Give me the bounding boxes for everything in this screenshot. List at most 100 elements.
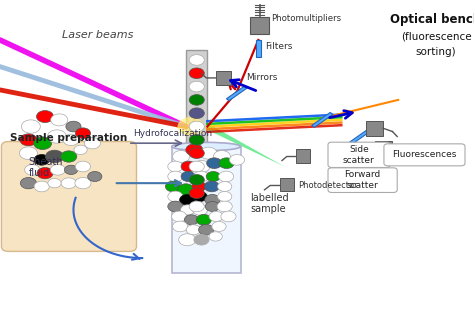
Circle shape (221, 211, 236, 222)
FancyBboxPatch shape (328, 142, 390, 167)
Circle shape (181, 161, 196, 172)
Circle shape (199, 224, 214, 235)
Circle shape (88, 171, 102, 181)
Text: Photodetector: Photodetector (298, 181, 357, 190)
Circle shape (181, 171, 195, 181)
Text: Forward
scatter: Forward scatter (345, 170, 381, 190)
Bar (216, 71, 231, 85)
Circle shape (204, 181, 219, 192)
Text: Sheath
fluid: Sheath fluid (28, 157, 63, 178)
Circle shape (75, 128, 91, 139)
Circle shape (25, 165, 40, 175)
FancyBboxPatch shape (172, 147, 240, 273)
Circle shape (213, 151, 230, 163)
Circle shape (168, 191, 183, 202)
Circle shape (192, 181, 206, 191)
Text: Filters: Filters (265, 42, 293, 51)
Text: Photomultipliers: Photomultipliers (272, 14, 342, 23)
Circle shape (46, 150, 64, 163)
Circle shape (165, 181, 181, 192)
Circle shape (181, 205, 195, 215)
Circle shape (189, 174, 204, 185)
Circle shape (50, 165, 65, 175)
Bar (256, 40, 261, 57)
Text: labelled
sample: labelled sample (250, 193, 289, 214)
Polygon shape (186, 216, 207, 240)
Circle shape (34, 155, 49, 165)
Circle shape (218, 181, 232, 191)
Circle shape (186, 144, 203, 156)
Bar (280, 178, 294, 191)
Bar (312, 113, 333, 127)
Circle shape (61, 151, 77, 162)
Text: Side
scatter: Side scatter (343, 145, 374, 165)
Circle shape (217, 201, 232, 212)
Circle shape (61, 178, 76, 188)
Circle shape (192, 204, 208, 215)
Circle shape (48, 178, 61, 188)
Bar (366, 121, 383, 136)
Bar (250, 17, 269, 34)
Circle shape (193, 161, 210, 172)
Text: Fluorescences: Fluorescences (392, 150, 456, 160)
Circle shape (186, 225, 201, 235)
Circle shape (84, 138, 100, 149)
Circle shape (189, 148, 204, 159)
Circle shape (173, 221, 188, 232)
Circle shape (20, 134, 37, 146)
Circle shape (180, 194, 195, 205)
Circle shape (193, 191, 207, 201)
Circle shape (218, 191, 232, 201)
Circle shape (205, 201, 219, 211)
Circle shape (177, 184, 194, 196)
Circle shape (205, 194, 220, 205)
Circle shape (189, 95, 204, 105)
Text: (fluorescence: (fluorescence (401, 32, 471, 42)
Bar (296, 149, 310, 163)
Circle shape (75, 177, 91, 189)
Circle shape (168, 171, 183, 182)
Circle shape (189, 55, 204, 65)
Circle shape (21, 120, 40, 133)
Circle shape (173, 151, 190, 163)
Circle shape (63, 134, 79, 146)
Circle shape (189, 188, 204, 198)
Bar (227, 86, 247, 101)
Circle shape (193, 171, 209, 182)
Circle shape (206, 171, 220, 181)
Circle shape (196, 214, 211, 225)
FancyBboxPatch shape (1, 142, 137, 251)
Circle shape (34, 181, 49, 192)
Circle shape (219, 158, 234, 168)
Text: Laser beams: Laser beams (62, 30, 133, 40)
Circle shape (51, 114, 68, 126)
Circle shape (229, 155, 245, 165)
Circle shape (189, 108, 204, 119)
Bar (350, 129, 371, 144)
Circle shape (179, 234, 196, 246)
Circle shape (207, 158, 222, 168)
Circle shape (19, 147, 37, 160)
Circle shape (64, 165, 78, 174)
Text: sorting): sorting) (416, 47, 456, 57)
Circle shape (209, 211, 223, 221)
Circle shape (189, 121, 204, 132)
Circle shape (47, 130, 66, 143)
FancyBboxPatch shape (328, 168, 397, 192)
Circle shape (177, 117, 204, 136)
Circle shape (37, 167, 53, 179)
Circle shape (172, 211, 187, 222)
Circle shape (184, 215, 199, 225)
FancyBboxPatch shape (384, 144, 465, 166)
Circle shape (189, 135, 204, 145)
Circle shape (36, 111, 54, 123)
Circle shape (74, 145, 87, 155)
Circle shape (194, 234, 209, 245)
Circle shape (189, 68, 204, 79)
Circle shape (189, 81, 204, 92)
Circle shape (168, 201, 183, 212)
Circle shape (66, 121, 81, 132)
Bar (375, 141, 392, 156)
Bar (186, 50, 207, 216)
Circle shape (75, 161, 91, 172)
